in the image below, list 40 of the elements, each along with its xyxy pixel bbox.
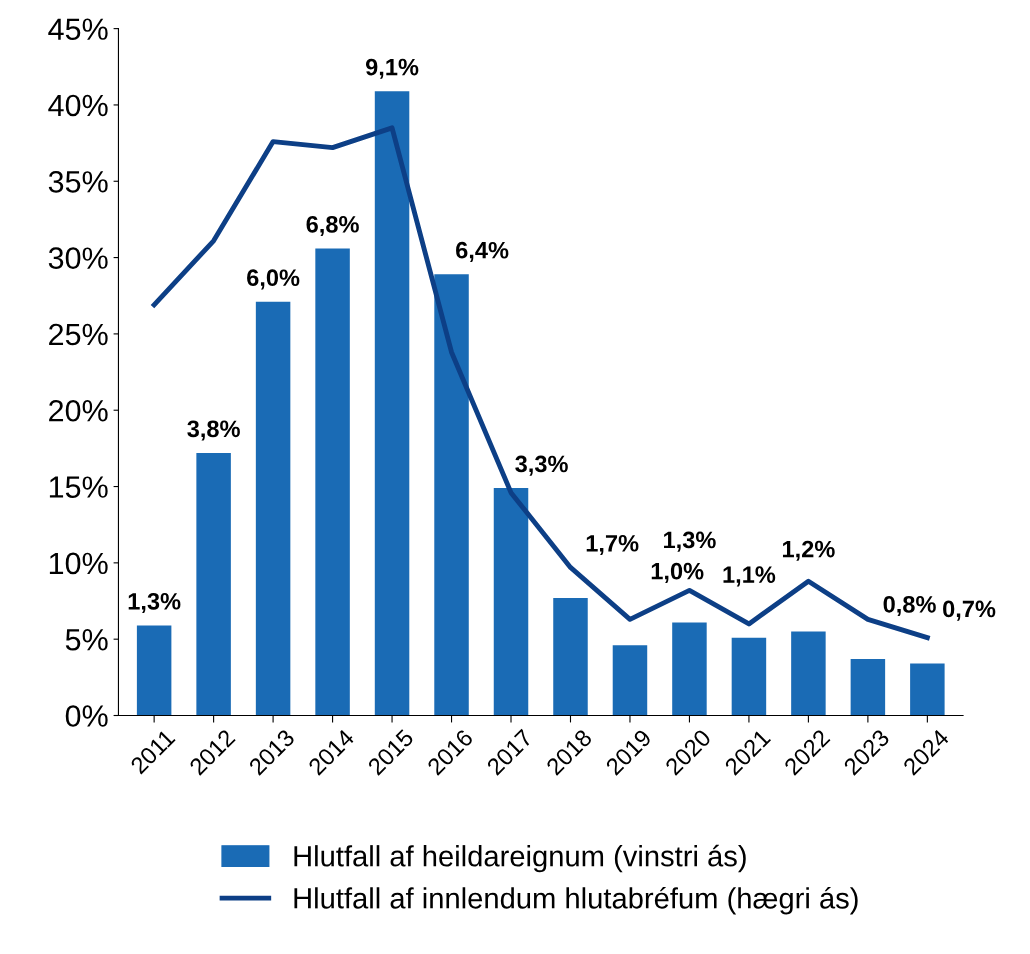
bar [791,631,826,716]
annotation: 1,1% [723,566,776,587]
y-tick-label: 30% [48,247,108,269]
bar [612,645,648,716]
bar [434,274,469,716]
annotation: 9,1% [365,58,419,79]
bar [315,248,350,716]
y-tick-label: 25% [49,323,108,346]
bar [493,488,529,716]
annotation: 1,3% [128,592,181,614]
legend-label: Hlutfall af heildareignum (vinstri ás) [294,844,746,873]
annotation: 0,7% [943,600,996,621]
annotation: 6,0% [247,269,300,290]
y-tick-label: 5% [65,629,108,651]
annotation: 1,0% [651,562,704,583]
bar [374,91,410,716]
annotation: 1,2% [782,540,835,561]
bar [910,663,945,716]
bar [196,452,231,716]
bar [553,597,588,716]
y-tick-label: 35% [48,171,108,193]
annotation: 6,4% [456,241,509,263]
bar [136,625,172,716]
bar [672,622,707,716]
annotation: 0,8% [883,595,936,617]
annotation: 1,3% [664,531,716,552]
annotation: 6,8% [306,215,359,237]
bar [731,637,767,716]
annotation: 3,8% [187,420,240,441]
y-tick-label: 0% [65,705,108,727]
bar [255,301,291,716]
y-tick-label: 20% [49,399,108,422]
annotation: 1,7% [586,534,639,556]
bar [850,659,886,716]
y-tick-label: 15% [49,476,108,498]
annotation: 3,3% [515,455,568,476]
y-tick-label: 10% [49,552,108,575]
y-tick-label: 45% [48,18,108,40]
legend-label: Hlutfall af innlendum hlutabréfum (hægri ás) [294,886,858,915]
y-tick-label: 40% [48,94,108,117]
